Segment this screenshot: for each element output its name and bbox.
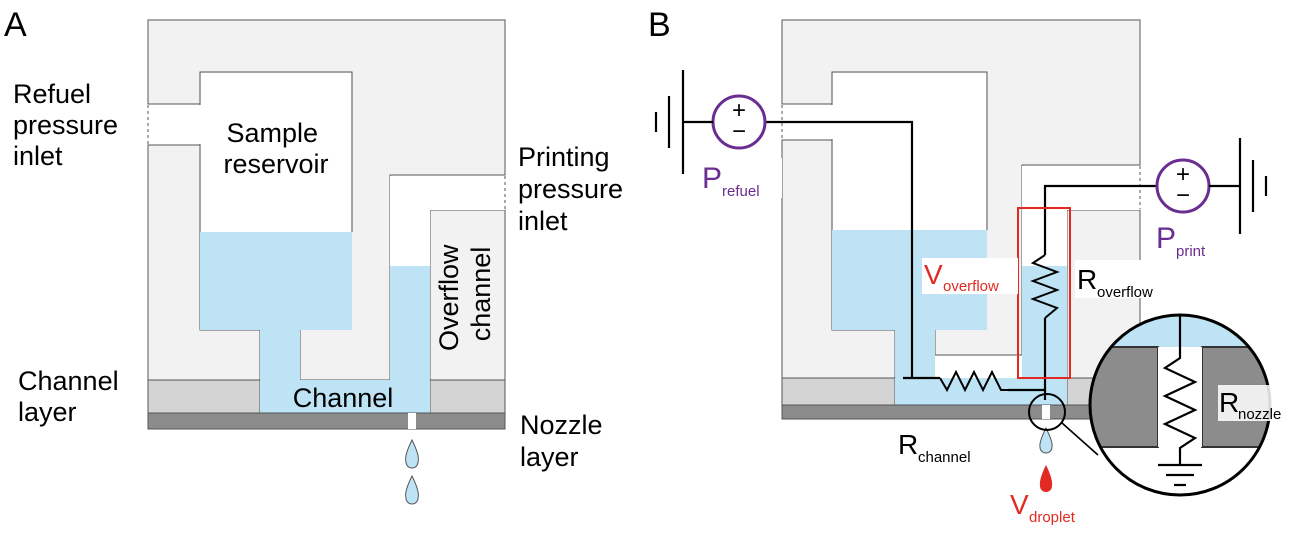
svg-text:droplet: droplet <box>1029 509 1076 526</box>
r-overflow-resistor <box>1030 254 1060 319</box>
panel-b: B + − <box>648 6 1281 526</box>
p-print-minus: − <box>1176 182 1190 209</box>
droplet-2 <box>405 474 419 505</box>
nozzle-zoom-marker <box>1028 393 1066 431</box>
droplet-b-2 <box>1039 465 1053 492</box>
reservoir-interior-b <box>833 73 986 230</box>
refuel-inlet-label: Refuel pressure inlet <box>13 79 126 171</box>
nozzle-layer-b <box>781 404 1141 420</box>
panel-a-label: A <box>4 6 27 44</box>
svg-text:P: P <box>1156 222 1176 255</box>
overflow-liquid <box>390 266 430 380</box>
svg-text:V: V <box>1010 489 1029 520</box>
svg-text:nozzle: nozzle <box>1238 406 1281 423</box>
channel-layer-right <box>429 379 506 414</box>
droplet-1 <box>405 438 419 469</box>
liquid <box>200 232 430 413</box>
overflow-interior <box>390 176 430 266</box>
svg-text:print: print <box>1176 243 1206 260</box>
channel-fill-b <box>895 378 1067 405</box>
svg-text:V: V <box>924 259 943 290</box>
droplet-b-1 <box>1039 426 1053 454</box>
svg-text:refuel: refuel <box>722 183 760 200</box>
printing-inlet-label: Printing pressure inlet <box>518 142 631 236</box>
channel-layer-label: Channel layer <box>18 366 126 427</box>
refuel-inlet-gap <box>146 105 202 144</box>
svg-text:R: R <box>1077 264 1097 295</box>
channel-layer-left <box>147 379 261 414</box>
p-print-plus: + <box>1176 161 1190 188</box>
panel-b-label: B <box>648 6 671 44</box>
zoom-connector <box>1061 422 1099 456</box>
nozzle-hole-b <box>1042 405 1050 419</box>
nozzle-layer-label: Nozzle layer <box>520 410 610 472</box>
panel-a: A Refuel pressure inlet <box>4 6 631 505</box>
channel-label: Channel <box>293 383 394 413</box>
svg-text:overflow: overflow <box>943 278 999 295</box>
sample-reservoir-label: Sample reservoir <box>223 118 328 179</box>
channel-layer-b-left <box>781 377 896 406</box>
svg-text:R: R <box>898 429 918 460</box>
circuit-refuel-wire <box>765 120 914 378</box>
svg-text:R: R <box>1219 387 1239 418</box>
circuit-print-wire <box>1043 184 1160 255</box>
p-refuel-minus: − <box>732 118 746 145</box>
svg-text:channel: channel <box>918 449 971 466</box>
r-nozzle-label: R nozzle <box>1218 385 1281 423</box>
v-overflow-label: V overflow <box>922 258 1018 295</box>
liquid-b <box>832 230 1067 405</box>
p-refuel-label: P refuel <box>700 158 782 200</box>
v-droplet-label: V droplet <box>1010 489 1076 526</box>
reservoir-interior <box>201 73 351 232</box>
nozzle-hole <box>408 413 416 429</box>
overflow-channel-label: Overflow channel <box>434 237 496 351</box>
r-channel-resistor <box>939 369 1008 393</box>
r-overflow-label: R overflow <box>1075 260 1173 301</box>
r-channel-label: R channel <box>898 429 971 466</box>
svg-text:P: P <box>702 162 722 195</box>
p-print-label: P print <box>1156 222 1206 260</box>
p-refuel-plus: + <box>732 97 746 124</box>
nozzle-layer <box>147 412 506 430</box>
channel-fill <box>260 380 430 413</box>
svg-text:overflow: overflow <box>1097 284 1153 301</box>
